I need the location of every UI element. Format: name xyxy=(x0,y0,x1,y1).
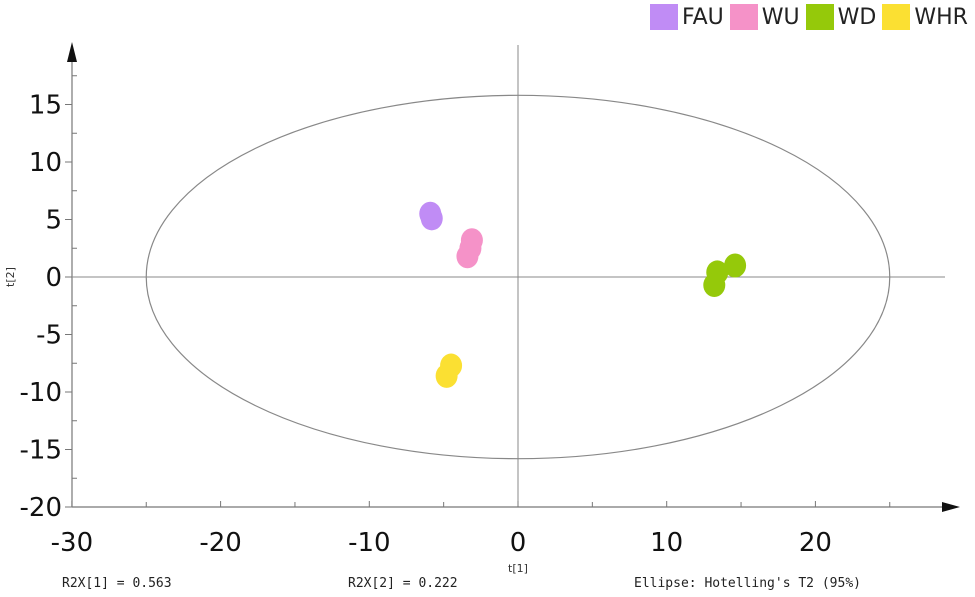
x-tick-label: 0 xyxy=(510,528,527,558)
x-tick-label: -30 xyxy=(51,528,93,558)
data-point-whr xyxy=(435,363,458,388)
r2x2-label: R2X[2] = 0.222 xyxy=(348,576,458,591)
data-point-wu xyxy=(456,244,479,269)
hotelling-ellipse xyxy=(145,94,891,460)
ellipse-label: Ellipse: Hotelling's T2 (95%) xyxy=(634,576,861,591)
legend-label-fau: FAU xyxy=(682,4,724,30)
y-axis-label: t[2] xyxy=(4,267,17,287)
y-tick-label: -15 xyxy=(20,436,62,466)
legend-item-wu: WU xyxy=(729,4,800,30)
y-tick-label: -10 xyxy=(20,378,62,408)
y-tick-label: 15 xyxy=(29,91,62,121)
legend-swatch-wu xyxy=(729,4,758,30)
data-point-fau xyxy=(420,206,443,231)
x-tick-label: -20 xyxy=(199,528,241,558)
r2x1-label: R2X[1] = 0.563 xyxy=(62,576,172,591)
x-tick-label: -10 xyxy=(348,528,390,558)
legend-label-wd: WD xyxy=(837,4,877,30)
y-tick-label: -5 xyxy=(36,321,62,351)
y-tick-label: 10 xyxy=(29,148,62,178)
legend-item-wd: WD xyxy=(805,4,877,30)
data-point-wd xyxy=(724,253,747,278)
legend-swatch-fau xyxy=(650,4,678,30)
x-tick-label: 20 xyxy=(799,528,832,558)
legend-swatch-whr xyxy=(882,4,911,30)
legend-swatch-wd xyxy=(805,4,834,30)
legend-label-whr: WHR xyxy=(914,4,968,30)
y-tick-label: 0 xyxy=(45,263,62,293)
y-tick-label: -20 xyxy=(20,493,62,523)
y-tick-label: 5 xyxy=(45,206,62,236)
x-axis-label: t[1] xyxy=(508,562,528,575)
y-axis-arrow-icon xyxy=(67,42,77,62)
data-point-wd xyxy=(703,273,726,298)
legend-item-whr: WHR xyxy=(882,4,968,30)
x-axis-arrow-icon xyxy=(942,502,960,512)
x-tick-label: 10 xyxy=(650,528,683,558)
legend: FAU WU WD WHR xyxy=(650,4,974,30)
legend-label-wu: WU xyxy=(761,4,800,30)
legend-item-fau: FAU xyxy=(650,4,724,30)
